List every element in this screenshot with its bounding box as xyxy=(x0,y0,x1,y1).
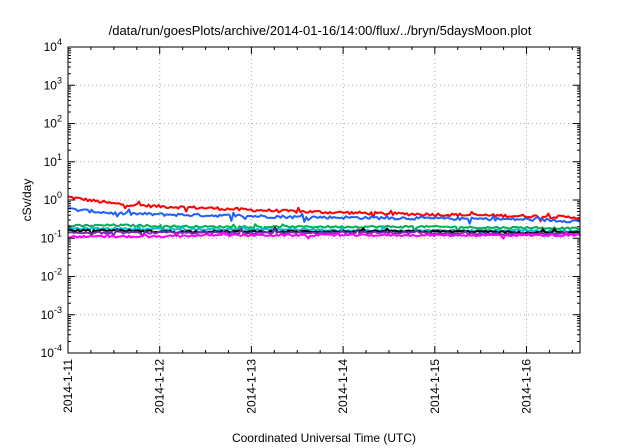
x-axis-label: Coordinated Universal Time (UTC) xyxy=(232,431,416,445)
y-tick-label: 100 xyxy=(44,190,62,207)
y-tick-label: 10-3 xyxy=(41,305,62,322)
y-tick-label: 10-4 xyxy=(41,343,62,360)
series-line-0 xyxy=(67,195,581,223)
y-axis-label: cSv/day xyxy=(20,179,34,222)
x-tick-label: 2014-1-13 xyxy=(244,359,258,414)
series-lines xyxy=(67,195,581,240)
ticks xyxy=(67,46,580,354)
series-line-5 xyxy=(67,227,581,238)
y-tick-label: 102 xyxy=(44,114,62,131)
y-tick-label: 104 xyxy=(44,37,62,54)
x-tick-label: 2014-1-14 xyxy=(336,359,350,414)
y-tick-labels: 10-4 10-3 10-2 10-1 100 101 102 103 104 xyxy=(41,37,62,360)
series-line-2 xyxy=(67,223,581,233)
x-tick-label: 2014-1-16 xyxy=(520,359,534,414)
y-tick-label: 101 xyxy=(44,152,62,169)
series-line-6 xyxy=(67,230,581,240)
x-tick-labels: 2014-1-11 2014-1-12 2014-1-13 2014-1-14 2014… xyxy=(61,359,534,414)
chart-title: /data/run/goesPlots/archive/2014-01-16/1… xyxy=(109,23,532,38)
y-tick-label: 103 xyxy=(44,75,62,92)
series-line-1 xyxy=(67,207,581,225)
grid xyxy=(68,47,580,353)
x-tick-label: 2014-1-11 xyxy=(61,359,75,413)
x-tick-label: 2014-1-12 xyxy=(153,359,167,414)
y-tick-label: 10-1 xyxy=(41,228,62,245)
x-tick-label: 2014-1-15 xyxy=(428,359,442,414)
y-tick-label: 10-2 xyxy=(41,267,62,284)
